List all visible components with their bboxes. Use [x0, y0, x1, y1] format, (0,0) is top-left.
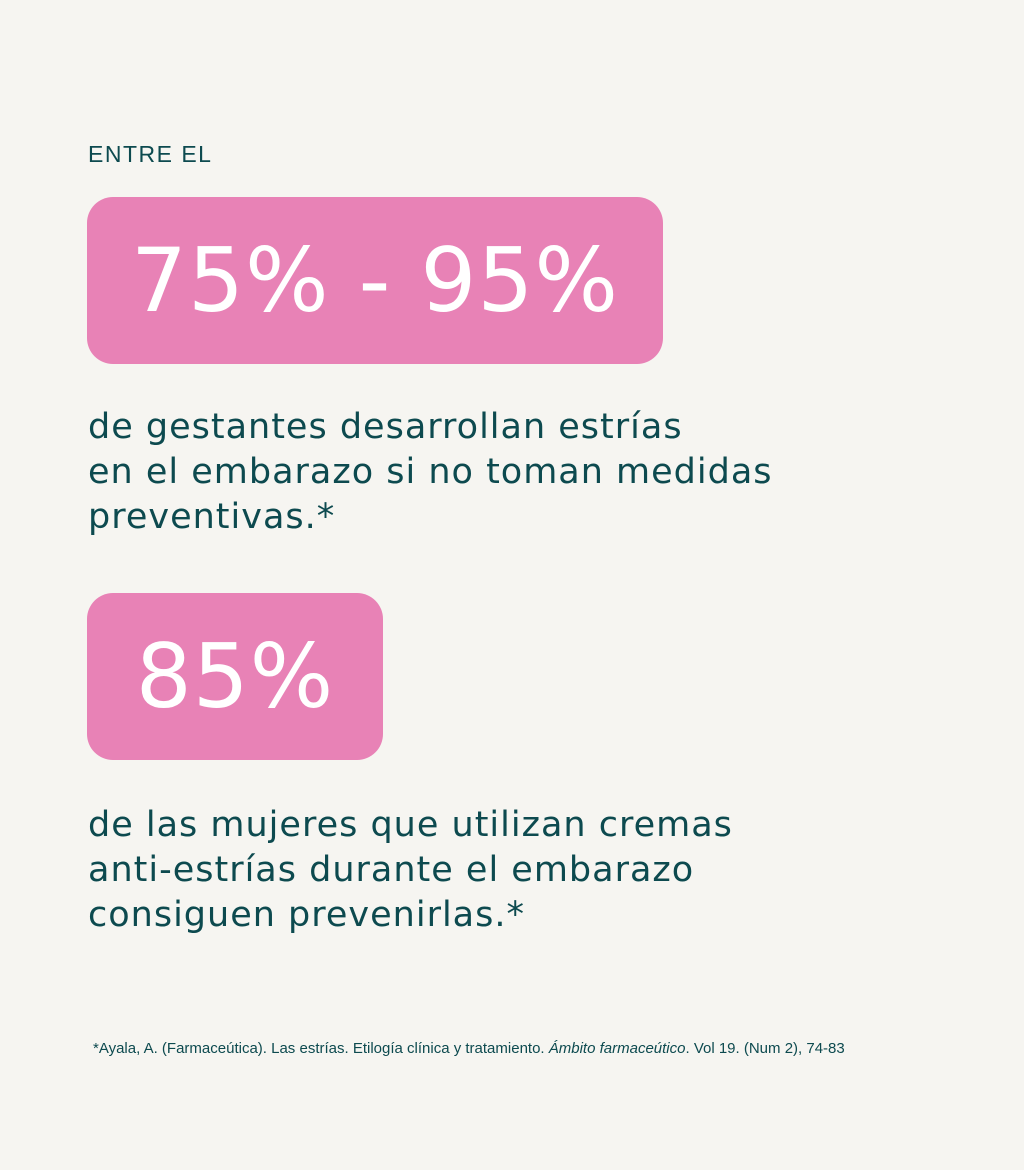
stat-description-2-line: de las mujeres que utilizan cremas: [88, 805, 733, 845]
stat-highlight-box-1: 75% - 95%: [87, 197, 663, 364]
stat-value-2: 85%: [135, 624, 335, 728]
footnote-reference: . Vol 19. (Num 2), 74-83: [685, 1040, 845, 1057]
stat-value-1: 75% - 95%: [131, 228, 619, 332]
stat-description-2: de las mujeres que utilizan cremas anti-…: [88, 803, 733, 938]
stat-description-1-line: en el embarazo si no toman medidas: [88, 452, 773, 492]
stat-description-2-line: anti-estrías durante el embarazo: [88, 850, 695, 890]
stat-highlight-box-2: 85%: [87, 593, 383, 760]
stat-description-1: de gestantes desarrollan estrías en el e…: [88, 405, 773, 540]
stat-description-2-line: consiguen prevenirlas.*: [88, 895, 525, 935]
stat-description-1-line: de gestantes desarrollan estrías: [88, 407, 683, 447]
footnote-citation: *Ayala, A. (Farmaceútica). Las estrías. …: [93, 1039, 845, 1059]
footnote-text: *Ayala, A. (Farmaceútica). Las estrías. …: [93, 1040, 549, 1057]
intro-label: ENTRE EL: [88, 141, 213, 167]
footnote-journal-title: Ámbito farmaceútico: [548, 1040, 686, 1057]
stat-description-1-line: preventivas.*: [88, 497, 336, 537]
